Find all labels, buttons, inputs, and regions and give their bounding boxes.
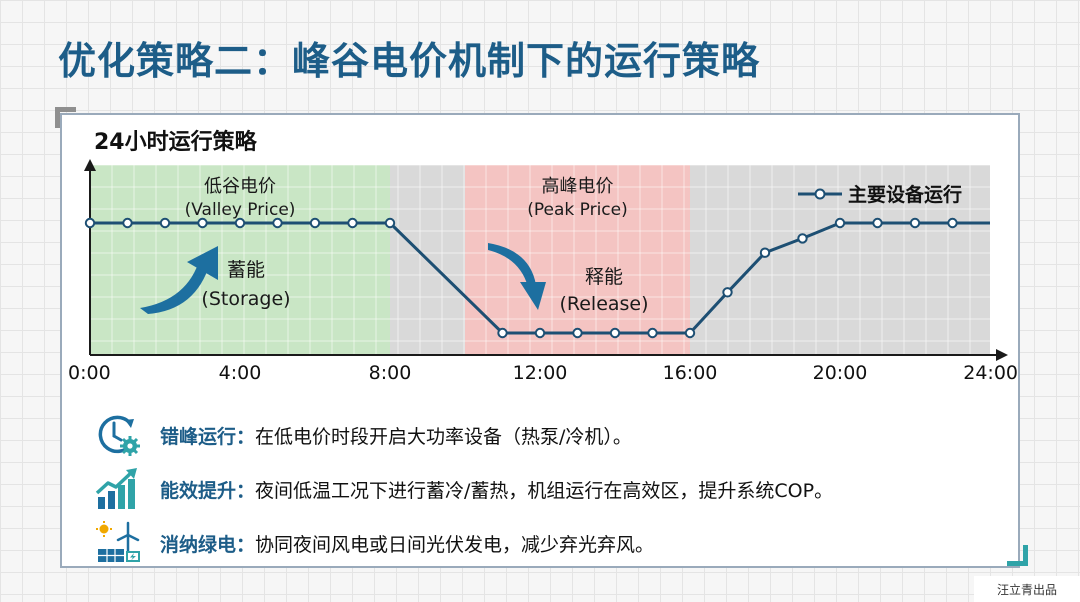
x-tick-label: 16:00 xyxy=(663,362,718,384)
strategy-key: 消纳绿电： xyxy=(160,533,256,556)
corner-bracket-bottom-right xyxy=(1007,545,1028,566)
strategy-key: 错峰运行： xyxy=(160,425,256,448)
y-axis-arrow xyxy=(84,159,96,171)
data-point xyxy=(759,247,771,258)
strategy-text: 夜间低温工况下进行蓄冷/蓄热，机组运行在高效区，提升系统COP。 xyxy=(255,479,834,502)
band-sublabel: (Peak Price) xyxy=(527,200,628,220)
price-band-0 xyxy=(90,165,390,355)
data-point xyxy=(909,217,921,229)
data-point xyxy=(84,217,96,229)
price-band-2 xyxy=(465,165,690,355)
strategy-text: 协同夜间风电或日间光伏发电，减少弃光弃风。 xyxy=(255,533,655,556)
legend-label: 主要设备运行 xyxy=(848,183,962,206)
release-label: 释能 xyxy=(585,266,623,288)
clock-gear-icon xyxy=(94,413,150,457)
storage-sublabel: (Storage) xyxy=(201,288,290,310)
data-point xyxy=(647,327,658,339)
data-point xyxy=(497,327,508,339)
x-tick-label: 12:00 xyxy=(513,362,568,384)
credit-label: 汪立青出品 xyxy=(974,576,1080,602)
price-band-3 xyxy=(690,165,990,355)
data-point xyxy=(197,217,208,229)
page-title: 优化策略二：峰谷电价机制下的运行策略 xyxy=(58,39,761,83)
data-point xyxy=(234,217,246,229)
data-point xyxy=(722,287,733,298)
data-point xyxy=(834,217,846,229)
efficiency-chart-icon xyxy=(94,467,150,511)
band-label: 高峰电价 xyxy=(542,176,614,197)
chart-axes: 0:00 4:00 8:00 12:00 16:00 20:00 24:00 xyxy=(68,159,1018,384)
storage-arrow-head xyxy=(187,246,218,280)
x-axis-arrow xyxy=(996,349,1008,361)
x-tick-label: 0:00 xyxy=(68,362,111,384)
series-line xyxy=(84,217,990,339)
band-sublabel: (Valley Price) xyxy=(185,200,296,220)
data-point xyxy=(309,217,321,229)
data-point xyxy=(609,327,621,339)
release-sublabel: (Release) xyxy=(559,293,648,315)
data-point xyxy=(684,327,696,339)
data-point xyxy=(347,217,358,229)
band-label: 低谷电价 xyxy=(204,176,276,197)
legend-marker xyxy=(814,188,826,200)
strategy-list: 错峰运行：在低电价时段开启大功率设备（热泵/冷机）。 能效提升：夜间低温工况下进… xyxy=(94,408,1014,570)
data-point xyxy=(797,233,808,244)
solar-wind-icon xyxy=(94,521,150,565)
x-tick-label: 24:00 xyxy=(963,362,1018,384)
price-bands xyxy=(90,165,990,355)
strategy-item-peak-shifting: 错峰运行：在低电价时段开启大功率设备（热泵/冷机）。 xyxy=(94,408,1014,462)
strategy-item-efficiency: 能效提升：夜间低温工况下进行蓄冷/蓄热，机组运行在高效区，提升系统COP。 xyxy=(94,462,1014,516)
data-point xyxy=(122,217,133,229)
x-tick-label: 20:00 xyxy=(813,362,868,384)
release-arrow xyxy=(488,243,536,287)
chart-title: 24小时运行策略 xyxy=(94,130,257,155)
chart-legend: 主要设备运行 xyxy=(798,183,962,206)
data-point xyxy=(947,217,958,229)
chart-annotations: 低谷电价 (Valley Price) 高峰电价 (Peak Price) 蓄能 (Sto… xyxy=(140,176,649,315)
strategy-key: 能效提升： xyxy=(160,479,256,502)
release-arrow-head xyxy=(520,282,546,310)
data-point xyxy=(159,217,171,229)
corner-bracket-top-left xyxy=(55,107,76,128)
x-tick-label: 8:00 xyxy=(369,362,412,384)
x-tick-label: 4:00 xyxy=(219,362,262,384)
storage-label: 蓄能 xyxy=(227,259,265,281)
data-point xyxy=(572,327,583,339)
strategy-item-green-power: 消纳绿电：协同夜间风电或日间光伏发电，减少弃光弃风。 xyxy=(94,516,1014,570)
data-point xyxy=(534,327,546,339)
strategy-text: 在低电价时段开启大功率设备（热泵/冷机）。 xyxy=(255,425,632,448)
data-point xyxy=(272,217,283,229)
data-point xyxy=(384,217,396,229)
data-point xyxy=(872,217,883,229)
